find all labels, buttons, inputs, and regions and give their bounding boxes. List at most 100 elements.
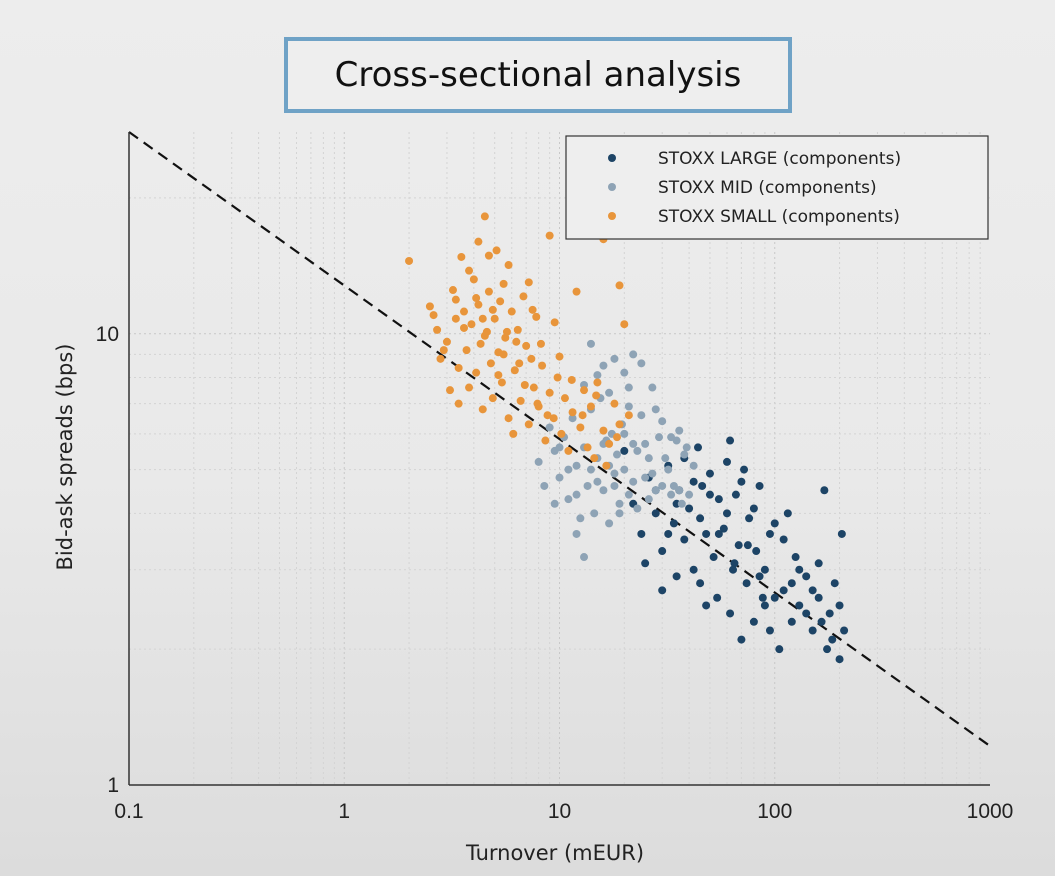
data-point: [615, 281, 624, 290]
data-point: [512, 337, 521, 346]
data-point: [644, 454, 653, 463]
data-point: [737, 477, 746, 486]
data-point: [726, 436, 735, 445]
tick-labels: 0.1 1 10 100 1000 1 10: [96, 323, 1014, 823]
data-point: [580, 386, 589, 395]
data-point: [814, 559, 823, 568]
x-tick-label: 1: [338, 800, 350, 823]
data-points: [405, 212, 849, 664]
data-point: [590, 454, 599, 463]
data-point: [454, 399, 463, 408]
data-point: [795, 601, 804, 610]
data-point: [549, 414, 558, 423]
data-point: [576, 423, 585, 432]
data-point: [705, 490, 714, 499]
data-point: [494, 371, 503, 380]
data-point: [583, 443, 592, 452]
data-point: [726, 609, 735, 618]
data-point: [664, 465, 673, 474]
x-tick-label: 10: [548, 800, 571, 823]
data-point: [787, 617, 796, 626]
data-point: [661, 454, 670, 463]
data-point: [472, 294, 481, 303]
data-point: [507, 307, 516, 316]
data-point: [472, 368, 481, 377]
data-point: [459, 323, 468, 332]
data-point: [615, 420, 624, 429]
data-point: [615, 509, 624, 518]
data-point: [497, 378, 506, 387]
data-point: [545, 388, 554, 397]
data-point: [765, 529, 774, 538]
data-point: [439, 346, 448, 355]
data-point: [637, 411, 646, 420]
data-point: [835, 601, 844, 610]
data-point: [499, 350, 508, 359]
data-point: [572, 461, 581, 470]
data-point: [524, 420, 533, 429]
data-point: [543, 411, 552, 420]
y-tick-label: 1: [107, 774, 119, 797]
data-point: [729, 565, 738, 574]
data-point: [509, 429, 518, 438]
data-point: [629, 350, 638, 359]
data-point: [516, 396, 525, 405]
data-point: [568, 408, 577, 417]
data-point: [629, 477, 638, 486]
data-point: [658, 417, 667, 426]
data-point: [610, 354, 619, 363]
data-point: [465, 383, 474, 392]
data-point: [791, 553, 800, 562]
data-point: [496, 297, 505, 306]
data-point: [835, 655, 844, 664]
data-point: [779, 535, 788, 544]
data-point: [478, 405, 487, 414]
axes: [128, 132, 990, 786]
data-point: [599, 486, 608, 495]
data-point: [467, 320, 476, 329]
data-point: [451, 295, 460, 304]
legend-label: STOXX LARGE (components): [658, 149, 901, 169]
data-point: [731, 490, 740, 499]
data-point: [557, 429, 566, 438]
data-point: [605, 439, 614, 448]
data-point: [696, 514, 705, 523]
data-point: [713, 593, 722, 602]
data-point: [641, 473, 650, 482]
chart-title: Cross-sectional analysis: [284, 37, 792, 113]
data-point: [564, 446, 573, 455]
data-point: [651, 509, 660, 518]
data-point: [808, 586, 817, 595]
data-point: [474, 237, 483, 246]
data-point: [696, 579, 705, 588]
data-point: [474, 300, 483, 309]
data-point: [572, 287, 581, 296]
data-point: [602, 461, 611, 470]
data-point: [442, 337, 451, 346]
data-point: [550, 499, 559, 508]
data-point: [529, 383, 538, 392]
data-point: [578, 411, 587, 420]
data-point: [433, 325, 442, 334]
y-tick-label: 10: [96, 323, 119, 346]
data-point: [648, 469, 657, 478]
data-point: [689, 565, 698, 574]
data-point: [749, 504, 758, 513]
data-point: [572, 490, 581, 499]
x-tick-label: 1000: [967, 800, 1014, 823]
data-point: [802, 609, 811, 618]
data-point: [528, 305, 537, 314]
data-point: [775, 645, 784, 654]
data-point: [837, 529, 846, 538]
data-point: [599, 361, 608, 370]
data-point: [740, 465, 749, 474]
legend-marker: [608, 154, 616, 162]
data-point: [770, 593, 779, 602]
data-point: [709, 553, 718, 562]
data-point: [580, 553, 589, 562]
data-point: [555, 473, 564, 482]
data-point: [610, 481, 619, 490]
y-axis-label: Bid-ask spreads (bps): [53, 344, 77, 571]
data-point: [783, 509, 792, 518]
data-point: [620, 368, 629, 377]
